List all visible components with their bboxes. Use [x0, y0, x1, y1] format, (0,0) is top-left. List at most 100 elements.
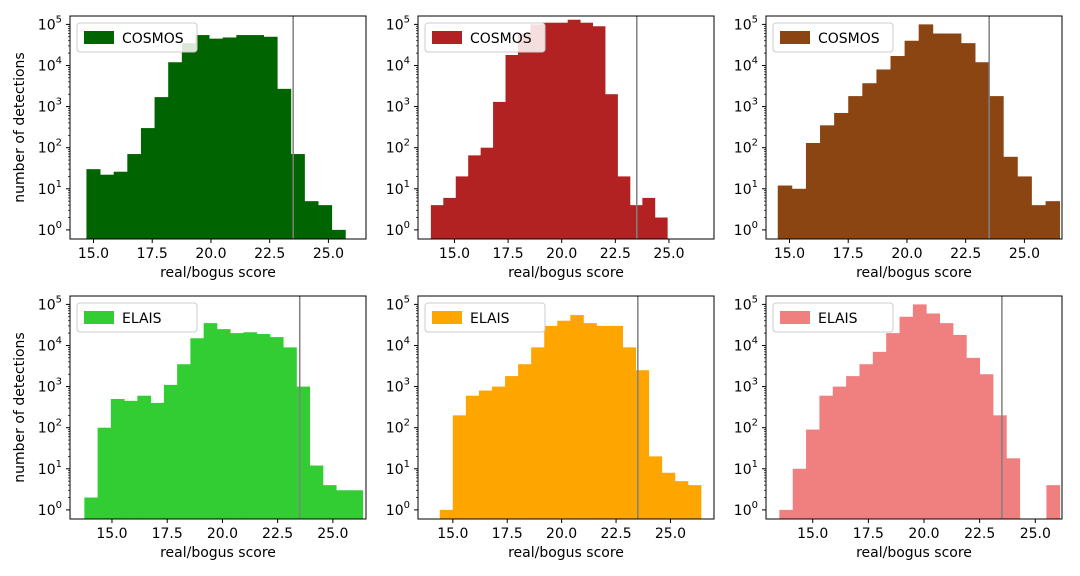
legend-swatch	[84, 311, 114, 324]
y-tick-label: 105	[386, 14, 410, 33]
x-tick-label: 20.0	[891, 246, 922, 262]
legend-box	[76, 302, 198, 333]
legend-swatch	[84, 31, 114, 44]
legend-box	[772, 302, 894, 333]
y-tick-label: 101	[386, 179, 410, 198]
legend-label: ELAIS	[818, 311, 858, 327]
histogram-bar	[137, 395, 152, 519]
histogram-bar	[452, 415, 467, 519]
histogram-bar	[654, 217, 668, 239]
axes-frame	[417, 295, 715, 520]
histogram-bar	[318, 205, 333, 239]
y-tick-label: 103	[386, 377, 410, 396]
y-tick-label: 105	[734, 294, 758, 313]
histogram-bar	[648, 456, 663, 519]
histogram-bar	[872, 351, 887, 519]
y-tick-label: 100	[38, 220, 62, 239]
y-tick-label: 104	[386, 55, 410, 74]
legend-label: COSMOS	[122, 31, 184, 47]
histogram-bar	[904, 40, 920, 240]
histogram-bar	[140, 128, 155, 239]
x-tick-label: 22.5	[262, 526, 293, 542]
histogram-bar	[819, 395, 834, 519]
histogram-bar	[834, 112, 849, 239]
histogram-bar	[661, 472, 676, 519]
histogram-bar	[642, 197, 656, 239]
histogram-bar	[605, 94, 618, 239]
y-tick-label: 104	[38, 55, 62, 74]
y-tick-label: 101	[734, 179, 758, 198]
histogram-bar	[557, 320, 571, 519]
histogram-bar	[832, 386, 847, 519]
histogram-bar	[263, 36, 278, 239]
x-axis-label: real/bogus score	[160, 265, 276, 281]
histogram-bar	[97, 427, 112, 519]
x-tick-label: 22.5	[950, 246, 981, 262]
x-tick-label: 22.5	[254, 246, 285, 262]
histogram-bar	[993, 415, 1007, 519]
histogram-bar	[222, 37, 237, 240]
y-tick-label: 103	[386, 97, 410, 116]
histogram-bar	[1003, 156, 1018, 239]
subplot-5: 100 101 102 103 104 105 15.0 17.5 20.0 22.5 25.0 re…	[386, 294, 715, 561]
histogram-bar	[979, 374, 994, 519]
histogram-bar	[209, 38, 224, 239]
histogram-bar	[1045, 201, 1061, 239]
y-tick-label: 104	[386, 335, 410, 354]
x-tick-label: 25.0	[313, 246, 344, 262]
y-tick-label: 100	[38, 500, 62, 519]
histogram-bar	[848, 96, 863, 239]
histogram-bar	[465, 395, 480, 519]
histogram-bar	[439, 509, 454, 519]
y-tick-label: 105	[38, 14, 62, 33]
histogram-bar	[567, 19, 581, 239]
subplot-2: 100 101 102 103 104 105 15.0 17.5 20.0 22.5 25.0 re…	[386, 14, 715, 281]
histogram-bar	[570, 315, 584, 519]
y-tick-label: 105	[38, 294, 62, 313]
legend-swatch	[780, 31, 810, 44]
histogram-bar	[876, 69, 891, 239]
histogram-bar	[952, 334, 967, 519]
y-tick-label: 100	[386, 220, 410, 239]
histogram-bar	[304, 201, 319, 239]
histogram-bar	[216, 329, 231, 519]
legend-box	[424, 22, 546, 53]
histogram-bar	[859, 364, 874, 519]
legend-label: COSMOS	[470, 31, 532, 47]
histogram-bar	[846, 376, 860, 519]
histogram-bar	[195, 35, 210, 239]
histogram-bar	[296, 386, 311, 519]
histogram-bar	[912, 304, 927, 519]
y-tick-label: 101	[386, 459, 410, 478]
histogram-bar	[777, 185, 793, 239]
subplot-6: 100 101 102 103 104 105 15.0 17.5 20.0 22.5 25.0 re…	[734, 294, 1063, 561]
x-tick-label: 25.0	[655, 526, 686, 542]
histogram-bar	[277, 88, 292, 240]
histogram-bar	[580, 22, 593, 240]
y-tick-label: 102	[734, 418, 758, 437]
y-axis-label: number of detections	[12, 52, 28, 202]
histogram-bar	[113, 171, 128, 239]
histogram-bar	[127, 154, 142, 239]
histogram-bar	[926, 313, 940, 519]
x-axis-label: real/bogus score	[160, 545, 276, 561]
histogram-bar	[886, 333, 900, 519]
x-tick-label: 15.0	[96, 526, 127, 542]
x-tick-label: 25.0	[1020, 526, 1051, 542]
histogram-bar	[518, 364, 532, 519]
histogram-bar	[455, 176, 469, 239]
histogram-bar	[269, 337, 284, 519]
x-tick-label: 20.0	[546, 246, 577, 262]
histogram-bar	[150, 402, 165, 519]
histogram-bar	[531, 347, 545, 519]
histogram-bar	[443, 197, 457, 239]
y-tick-label: 101	[38, 179, 62, 198]
histogram-bar	[674, 481, 689, 519]
histogram-bar	[505, 54, 519, 239]
histogram-bar	[468, 155, 482, 239]
x-tick-label: 20.0	[908, 526, 939, 542]
x-tick-label: 17.5	[137, 246, 168, 262]
histogram-bar	[862, 83, 877, 239]
histogram-bar	[544, 325, 558, 519]
histogram-bar	[932, 33, 948, 239]
